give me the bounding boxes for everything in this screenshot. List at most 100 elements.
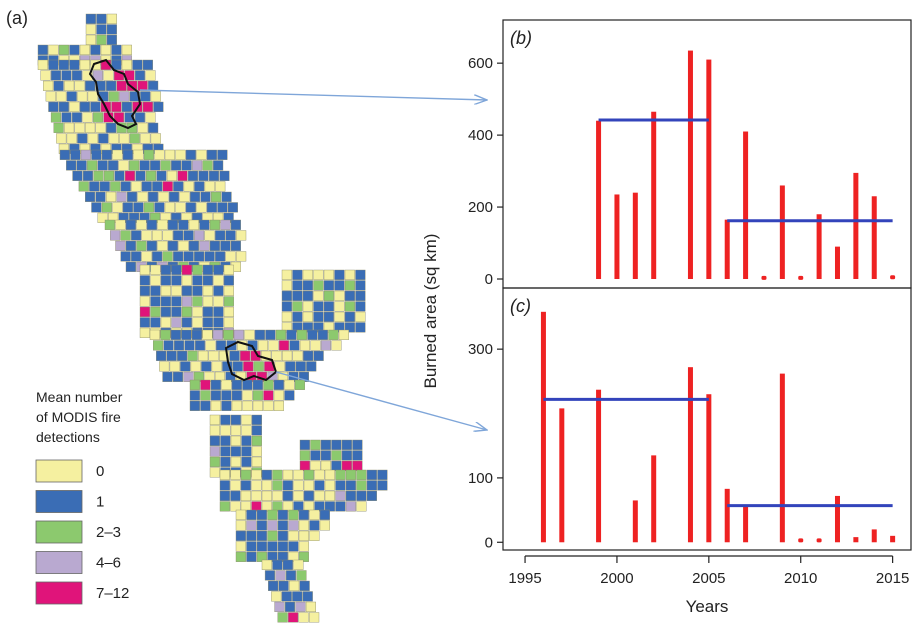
map-cell bbox=[331, 450, 342, 461]
map-cell bbox=[142, 101, 153, 112]
map-cell bbox=[175, 149, 186, 160]
map-cell bbox=[103, 70, 114, 81]
map-cell bbox=[139, 306, 150, 317]
bar bbox=[890, 535, 896, 543]
map-cell bbox=[209, 240, 220, 251]
map-cell bbox=[298, 551, 309, 562]
fire-detection-map: (a) Mean number of MODIS fire detections… bbox=[6, 8, 388, 623]
map-cell bbox=[345, 501, 356, 512]
map-cell bbox=[69, 44, 80, 55]
x-tick-label: 2005 bbox=[692, 570, 725, 587]
map-cell bbox=[220, 435, 231, 446]
map-cell bbox=[150, 264, 161, 275]
map-cell bbox=[139, 160, 150, 171]
map-cell bbox=[240, 480, 251, 491]
map-cell bbox=[116, 191, 127, 202]
map-cell bbox=[309, 520, 320, 531]
map-cell bbox=[183, 371, 194, 382]
map-cell bbox=[99, 181, 110, 192]
map-cell bbox=[299, 439, 310, 450]
map-cell bbox=[122, 149, 133, 160]
map-cell bbox=[152, 251, 163, 262]
map-cell bbox=[106, 80, 117, 91]
map-cell bbox=[106, 122, 117, 133]
map-cell bbox=[204, 181, 215, 192]
map-cell bbox=[112, 202, 123, 213]
map-cell bbox=[213, 296, 224, 307]
map-cell bbox=[163, 340, 174, 351]
map-cell bbox=[145, 112, 156, 123]
map-cell bbox=[273, 379, 284, 390]
map-cell bbox=[230, 469, 241, 480]
map-cell bbox=[241, 425, 252, 436]
map-cell bbox=[139, 296, 150, 307]
map-cell bbox=[256, 530, 267, 541]
map-cell bbox=[56, 91, 67, 102]
map-cell bbox=[96, 34, 107, 45]
map-cell bbox=[37, 59, 48, 70]
map-cell bbox=[299, 580, 310, 591]
map-cell bbox=[281, 591, 292, 602]
map-cell bbox=[352, 450, 363, 461]
map-cell bbox=[223, 329, 234, 340]
map-cell bbox=[116, 80, 127, 91]
map-cell bbox=[281, 269, 292, 280]
map-cell bbox=[113, 112, 124, 123]
map-cell bbox=[206, 202, 217, 213]
map-cell bbox=[288, 541, 299, 552]
map-cell bbox=[150, 275, 161, 286]
map-cell bbox=[310, 340, 321, 351]
map-cell bbox=[160, 296, 171, 307]
map-cell bbox=[181, 306, 192, 317]
map-cell bbox=[282, 490, 293, 501]
map-cell bbox=[246, 509, 257, 520]
map-cell bbox=[213, 306, 224, 317]
connector-arrow-c bbox=[275, 371, 487, 430]
map-cell bbox=[225, 230, 236, 241]
map-cell bbox=[285, 361, 296, 372]
map-cell bbox=[296, 329, 307, 340]
map-cell bbox=[282, 469, 293, 480]
map-cell bbox=[191, 329, 202, 340]
map-cell bbox=[136, 219, 147, 230]
bar bbox=[614, 194, 620, 280]
map-cell bbox=[294, 379, 305, 390]
map-cell bbox=[344, 269, 355, 280]
map-cell bbox=[328, 329, 339, 340]
map-cell bbox=[230, 501, 241, 512]
bar bbox=[559, 408, 565, 543]
map-cell bbox=[277, 530, 288, 541]
legend-title-line-3: detections bbox=[36, 429, 100, 445]
map-cell bbox=[108, 133, 119, 144]
map-cell bbox=[265, 329, 276, 340]
map-cell bbox=[235, 509, 246, 520]
map-cell bbox=[275, 570, 286, 581]
map-cell bbox=[233, 329, 244, 340]
map-cell bbox=[271, 591, 282, 602]
map-cell bbox=[289, 580, 300, 591]
map-cell bbox=[157, 219, 168, 230]
map-cell bbox=[313, 311, 324, 322]
map-cell bbox=[217, 202, 228, 213]
bar bbox=[632, 500, 638, 543]
y-tick-label: 0 bbox=[485, 271, 493, 288]
map-cell bbox=[240, 469, 251, 480]
map-cell bbox=[221, 191, 232, 202]
map-cell bbox=[241, 435, 252, 446]
panel-label-c: (c) bbox=[510, 296, 531, 316]
map-cell bbox=[126, 191, 138, 202]
map-cell bbox=[212, 329, 223, 340]
y-tick-label: 400 bbox=[468, 127, 493, 144]
bar bbox=[779, 373, 785, 543]
map-cell bbox=[366, 490, 377, 501]
map-cell bbox=[66, 160, 77, 171]
map-cell bbox=[275, 329, 286, 340]
map-cell bbox=[127, 80, 138, 91]
x-tick-label: 2015 bbox=[876, 570, 909, 587]
map-cell bbox=[147, 191, 159, 202]
map-cell bbox=[199, 219, 210, 230]
y-tick-label: 300 bbox=[468, 341, 493, 358]
map-cell bbox=[309, 612, 320, 623]
map-cell bbox=[209, 435, 220, 446]
map-cell bbox=[299, 450, 310, 461]
